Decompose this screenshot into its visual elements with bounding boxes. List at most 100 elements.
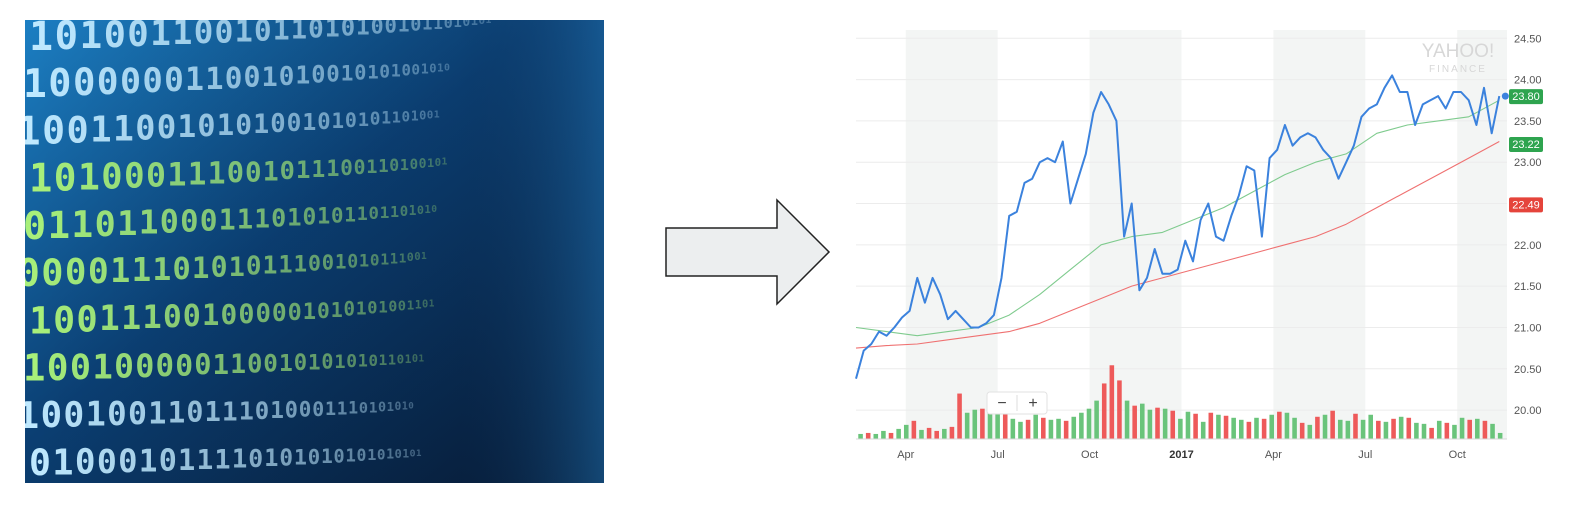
volume-bar — [1284, 412, 1290, 439]
shaded-band — [1457, 30, 1507, 439]
volume-bar — [1406, 417, 1412, 439]
y-tick-label: 23.50 — [1514, 116, 1542, 128]
x-tick-label: Jul — [1358, 449, 1372, 461]
moving-average-short-line — [855, 99, 1500, 337]
volume-bar — [888, 432, 894, 439]
volume-bar — [926, 427, 932, 439]
volume-bar — [1269, 414, 1275, 439]
volume-bar — [987, 404, 993, 439]
volume-bar — [1307, 424, 1313, 439]
volume-bar — [1383, 421, 1389, 439]
volume-bar — [1277, 411, 1282, 439]
price-label-text: 23.22 — [1512, 139, 1540, 151]
volume-bar — [1246, 421, 1252, 439]
volume-bar — [1452, 424, 1457, 439]
horizontal-gridlines — [856, 37, 1507, 411]
volume-bar — [957, 393, 962, 439]
volume-bar — [964, 412, 970, 439]
volume-bar — [1208, 412, 1214, 439]
volume-bar — [919, 429, 924, 439]
volume-bar — [1360, 419, 1366, 439]
y-tick-label: 20.00 — [1514, 405, 1542, 417]
price-label-badge: 23.80 — [1509, 89, 1543, 105]
volume-bar — [1117, 380, 1122, 439]
volume-bar — [881, 430, 886, 439]
volume-bar — [1345, 420, 1351, 439]
volume-bar — [1094, 400, 1099, 439]
volume-bar — [1322, 414, 1328, 439]
volume-bar — [1071, 416, 1077, 439]
y-tick-label: 23.00 — [1514, 157, 1542, 169]
volume-bar — [1010, 418, 1016, 439]
volume-bar — [1155, 407, 1160, 439]
volume-bar — [1444, 422, 1450, 439]
x-tick-label: 2017 — [1169, 449, 1193, 461]
volume-bar — [1018, 421, 1023, 439]
volume-bar — [1254, 417, 1259, 439]
volume-bar — [1048, 419, 1054, 439]
volume-bar — [1238, 419, 1244, 439]
volume-bar — [1086, 408, 1092, 439]
volume-bar — [1330, 410, 1335, 439]
volume-bar — [942, 428, 947, 439]
volume-bar — [1490, 423, 1495, 439]
y-tick-label: 22.00 — [1514, 240, 1542, 252]
volume-bar — [1398, 416, 1404, 439]
watermark-line1: YAHOO! — [1422, 41, 1495, 62]
volume-bar — [949, 426, 955, 439]
price-label-text: 23.80 — [1512, 91, 1540, 103]
x-tick-label: Jul — [991, 449, 1005, 461]
volume-bar — [1459, 417, 1465, 439]
volume-bars — [858, 365, 1503, 439]
volume-bar — [1041, 417, 1046, 439]
x-tick-label: Apr — [897, 449, 914, 461]
moving-average-long-line — [855, 141, 1500, 349]
volume-bar — [995, 409, 1000, 439]
volume-bar — [1185, 411, 1191, 439]
volume-bar — [1261, 418, 1267, 439]
volume-bar — [903, 424, 909, 439]
volume-bar — [1429, 427, 1434, 439]
volume-bar — [1140, 403, 1145, 439]
volume-bar — [1132, 405, 1137, 439]
volume-bar — [1033, 414, 1038, 439]
volume-bar — [1178, 418, 1183, 439]
y-tick-label: 21.50 — [1514, 281, 1542, 293]
volume-bar — [1079, 412, 1084, 439]
volume-bar — [896, 428, 901, 439]
volume-bar — [1421, 423, 1427, 439]
x-tick-label: Oct — [1081, 449, 1098, 461]
y-tick-label: 21.00 — [1514, 322, 1542, 334]
y-tick-label: 24.00 — [1514, 75, 1542, 87]
volume-bar — [1025, 419, 1031, 439]
watermark-line2: FINANCE — [1429, 64, 1487, 75]
volume-bar — [1124, 400, 1130, 439]
volume-bar — [1147, 409, 1153, 439]
volume-bar — [1497, 432, 1503, 439]
volume-bar — [1216, 414, 1221, 439]
price-labels: 23.80 23.22 22.49 — [1509, 89, 1543, 213]
volume-bar — [934, 430, 939, 439]
zoom-controls: − + — [986, 391, 1048, 415]
volume-bar — [1170, 410, 1176, 439]
volume-bar — [1193, 413, 1198, 439]
volume-bar — [1436, 420, 1442, 439]
series-lines — [855, 74, 1509, 379]
volume-bar — [1368, 414, 1373, 439]
zoom-out-button[interactable]: − — [997, 395, 1006, 412]
binary-code-image: 1010011001011010100101101010110000001100… — [25, 20, 604, 483]
volume-bar — [1101, 383, 1107, 439]
volume-bar — [1337, 419, 1343, 439]
x-axis-tick-labels: Apr Jul Oct 2017 Apr Jul Oct — [897, 449, 1466, 461]
volume-bar — [1200, 421, 1206, 439]
volume-bar — [865, 432, 871, 439]
volume-bar — [980, 408, 985, 439]
volume-bar — [1223, 415, 1229, 439]
shaded-band — [1089, 30, 1182, 439]
volume-bar — [1376, 420, 1381, 439]
zoom-in-button[interactable]: + — [1028, 395, 1037, 412]
volume-bar — [972, 409, 978, 439]
last-price-marker — [1501, 92, 1509, 100]
volume-bar — [1482, 420, 1488, 439]
volume-bar — [1063, 420, 1069, 439]
